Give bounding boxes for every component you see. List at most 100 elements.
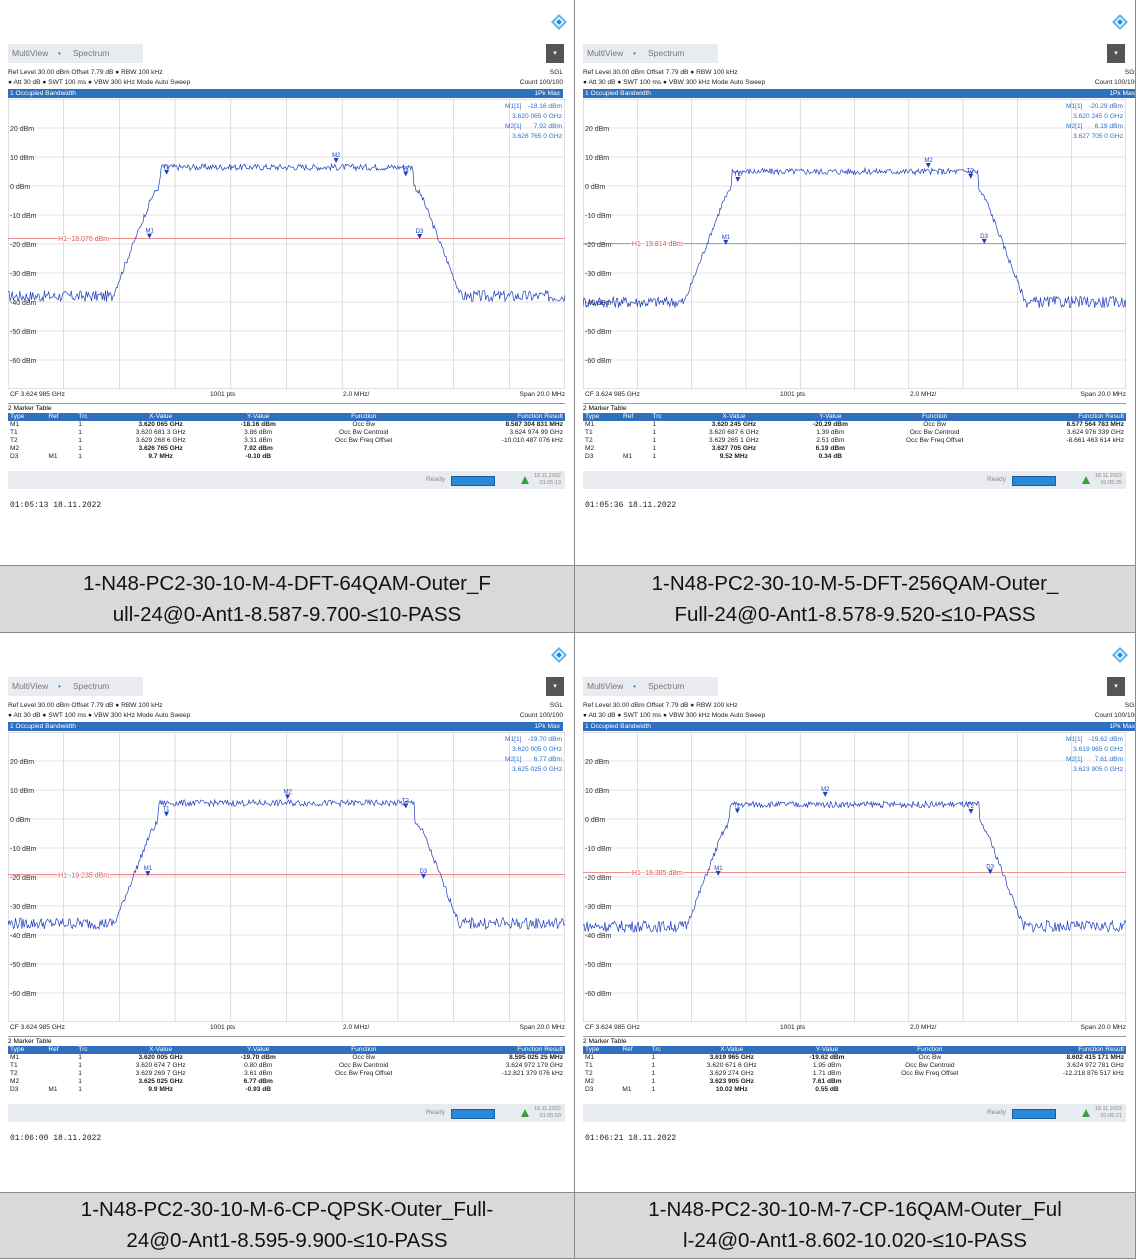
table-cell: 3.620 671 6 GHz — [706, 1062, 757, 1069]
screenshot-timestamp: 01:06:21 18.11.2022 — [585, 1134, 677, 1143]
y-tick-label: 10 dBm — [585, 155, 609, 162]
y-tick-label: -50 dBm — [585, 329, 612, 336]
y-tick-label: -10 dBm — [585, 213, 612, 220]
y-tick-label: -30 dBm — [10, 271, 37, 278]
marker-m1[interactable] — [146, 233, 152, 239]
column-header: X-Value — [104, 413, 218, 421]
table-row: M2 1 3.627 705 GHz 6.19 dBm — [583, 445, 1126, 453]
status-bar: Ready 18.11.2022 01:05:13 — [8, 471, 565, 489]
marker-t1[interactable] — [735, 176, 741, 182]
table-cell: 3.626 765 GHz — [138, 445, 183, 452]
menu-button[interactable]: ▾ — [1107, 44, 1125, 63]
marker-d3[interactable] — [981, 238, 987, 244]
marker-d3[interactable] — [987, 869, 993, 875]
marker-m1[interactable] — [723, 239, 729, 245]
sweep-count: Count 100/100 — [1094, 712, 1136, 719]
marker-table-header: Type Ref Trc X-Value Y-Value Function Function… — [583, 1046, 1126, 1054]
readout-marker-value: -18.16 dBm — [528, 103, 563, 110]
tab-spectrum[interactable]: Spectrum — [73, 48, 110, 58]
table-cell: 9.52 MHz — [719, 453, 748, 460]
marker-label: M1 — [145, 229, 154, 235]
readout-marker-name: M1[1] — [1066, 736, 1083, 743]
div-scale: 2.0 MHz/ — [343, 1024, 370, 1031]
window-title-bar: 1 Occupied Bandwidth 1Pk Max — [8, 722, 563, 731]
marker-t2[interactable] — [403, 171, 409, 177]
table-cell — [46, 1070, 76, 1078]
tab-bar: MultiView • Spectrum — [583, 44, 718, 63]
table-cell: 1 — [78, 1086, 82, 1093]
table-cell: Occ Bw Centroid — [909, 429, 960, 436]
readout-marker-name: M1[1] — [505, 103, 522, 110]
marker-m2[interactable] — [285, 794, 291, 800]
table-row: M1 1 3.619 965 GHz -19.62 dBm Occ Bw 8.602 41… — [583, 1054, 1126, 1062]
marker-m2[interactable] — [333, 158, 339, 164]
table-cell: T2 — [585, 437, 593, 444]
column-header: Type — [583, 413, 621, 421]
marker-d3[interactable] — [421, 873, 427, 879]
signal-icon — [1082, 476, 1090, 484]
table-cell: 3.620 674 7 GHz — [135, 1062, 186, 1069]
marker-m1[interactable] — [715, 870, 721, 876]
menu-button[interactable]: ▾ — [546, 677, 564, 696]
tab-multiview[interactable]: MultiView — [12, 48, 49, 58]
tab-spectrum[interactable]: Spectrum — [648, 681, 685, 691]
tab-indicator-icon: • — [633, 681, 636, 691]
marker-t2[interactable] — [968, 173, 974, 179]
tab-multiview[interactable]: MultiView — [587, 681, 624, 691]
y-tick-label: -50 dBm — [10, 962, 37, 969]
y-tick-label: -30 dBm — [10, 904, 37, 911]
table-cell: Occ Bw Centroid — [339, 1062, 389, 1069]
tab-spectrum[interactable]: Spectrum — [648, 48, 685, 58]
table-cell: -19.70 dBm — [240, 1054, 276, 1061]
settings-att: ● Att 30 dB ● SWT 100 ms ● VBW 300 kHz M… — [8, 79, 191, 86]
marker-m1[interactable] — [145, 871, 151, 877]
marker-d3[interactable] — [417, 233, 423, 239]
span-value: Span 20.0 MHz — [519, 391, 565, 398]
table-cell: T1 — [585, 1062, 593, 1069]
tab-spectrum[interactable]: Spectrum — [73, 681, 110, 691]
table-cell: 3.624 972 179 GHz — [505, 1062, 563, 1069]
column-header: X-Value — [104, 1046, 218, 1054]
table-cell — [620, 1070, 649, 1078]
table-cell: Occ Bw — [923, 421, 946, 428]
marker-m2[interactable] — [822, 791, 828, 797]
menu-button[interactable]: ▾ — [546, 44, 564, 63]
tab-multiview[interactable]: MultiView — [587, 48, 624, 58]
status-datetime: 18.11.2022 01:05:59 — [534, 1106, 561, 1120]
marker-t1[interactable] — [163, 811, 169, 817]
table-row: M2 1 3.623 905 GHz 7.61 dBm — [583, 1078, 1126, 1086]
table-cell: -0.93 dB — [245, 1086, 272, 1093]
window-title-bar: 1 Occupied Bandwidth 1Pk Max — [8, 89, 563, 98]
readout-marker-value: -20.29 dBm — [1089, 103, 1124, 110]
column-header: Function Result — [998, 413, 1126, 421]
marker-m2[interactable] — [925, 163, 931, 169]
marker-t2[interactable] — [968, 809, 974, 815]
div-scale: 2.0 MHz/ — [343, 391, 370, 398]
table-cell — [998, 453, 1126, 461]
table-cell: 3.620 245 GHz — [711, 421, 757, 428]
column-header: Type — [8, 413, 47, 421]
table-cell: Occ Bw Freq Offset — [335, 437, 393, 444]
settings-line-1: Ref Level 30.00 dBm Offset 7.79 dB ● RBW… — [583, 702, 1135, 709]
table-cell: Occ Bw — [352, 421, 376, 428]
sweep-progress-bar — [1012, 1109, 1056, 1119]
marker-t2[interactable] — [403, 803, 409, 809]
sweep-count: Count 100/100 — [1094, 79, 1136, 86]
tab-multiview[interactable]: MultiView — [12, 681, 49, 691]
table-cell: 3.619 965 GHz — [709, 1054, 754, 1061]
sweep-count: Count 100/100 — [519, 712, 563, 719]
table-cell: 1.71 dBm — [812, 1070, 842, 1077]
table-cell: 3.629 265 1 GHz — [708, 437, 759, 444]
table-cell: 3.61 dBm — [244, 1070, 273, 1077]
marker-label: D3 — [980, 234, 988, 240]
span-value: Span 20.0 MHz — [1080, 391, 1126, 398]
marker-t1[interactable] — [734, 808, 740, 814]
marker-t1[interactable] — [164, 169, 170, 175]
table-row: D3 M1 1 9.52 MHz 0.34 dB — [583, 453, 1126, 461]
marker-table-title: 2 Marker Table — [8, 1036, 565, 1046]
menu-button[interactable]: ▾ — [1107, 677, 1125, 696]
column-header: Function Result — [992, 1046, 1126, 1054]
sweep-points: 1001 pts — [210, 1024, 236, 1031]
table-cell: 3.624 976 339 GHz — [1066, 429, 1124, 436]
table-cell: M1 — [585, 1054, 595, 1061]
